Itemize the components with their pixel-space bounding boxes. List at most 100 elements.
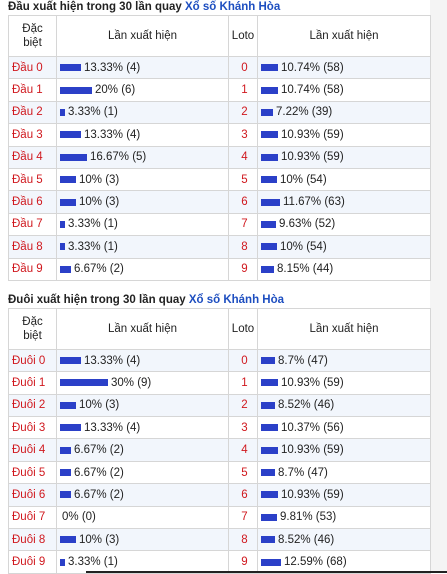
row-label[interactable]: Đầu 0: [8, 55, 57, 80]
loto-bar-group: 8.52% (46): [261, 398, 430, 412]
loto-digit: 4: [228, 438, 258, 462]
table-row: Đầu 0 13.33% (4) 0 10.74% (58): [8, 55, 431, 80]
loto-cell: 10.93% (59): [257, 438, 431, 462]
loto-digit: 2: [228, 100, 258, 125]
loto-bar-group: 8.15% (44): [261, 262, 430, 276]
special-bar-group: 13.33% (4): [60, 421, 228, 435]
loto-digit: 7: [228, 505, 258, 530]
loto-bar: [261, 536, 275, 544]
loto-bar: [261, 131, 278, 139]
row-label[interactable]: Đuôi 7: [8, 505, 57, 530]
col-header-dac-biet: Đặc biệt: [8, 307, 57, 350]
row-label[interactable]: Đuôi 0: [8, 348, 57, 373]
special-bar: [60, 379, 108, 387]
loto-value: 10.93% (59): [281, 444, 344, 457]
loto-bar-group: 10.74% (58): [261, 83, 430, 97]
loto-cell: 8.7% (47): [257, 460, 431, 485]
row-label[interactable]: Đuôi 6: [8, 483, 57, 507]
loto-cell: 10.37% (56): [257, 416, 431, 440]
loto-bar: [261, 243, 277, 251]
loto-cell: 10.93% (59): [257, 145, 431, 169]
loto-bar: [261, 108, 273, 116]
special-bar-group: 3.33% (1): [60, 105, 228, 119]
head-stats-table: Đặc biệt Lần xuất hiện Loto Lần xuất hiện…: [8, 15, 431, 281]
col-header-loto: Loto: [228, 307, 258, 350]
table-row: Đầu 4 16.67% (5) 4 10.93% (59): [8, 145, 431, 169]
loto-digit: 2: [228, 393, 258, 418]
loto-cell: 8.52% (46): [257, 393, 431, 418]
special-value: 10% (3): [79, 196, 120, 209]
special-cell: 13.33% (4): [56, 55, 229, 80]
row-label[interactable]: Đầu 2: [8, 100, 57, 125]
loto-digit: 9: [228, 550, 258, 574]
loto-value: 7.22% (39): [276, 106, 333, 119]
loto-bar-group: 8.7% (47): [261, 466, 430, 480]
row-label[interactable]: Đuôi 8: [8, 528, 57, 552]
special-value: 13.33% (4): [84, 354, 141, 367]
row-label[interactable]: Đuôi 4: [8, 438, 57, 462]
loto-value: 10.74% (58): [281, 61, 344, 74]
head-title-link[interactable]: Xổ số Khánh Hòa: [185, 1, 281, 13]
loto-bar-group: 9.81% (53): [261, 510, 430, 524]
tail-table-body: Đuôi 0 13.33% (4) 0 8.7% (47) Đuôi 1 30% (9) 1…: [8, 348, 431, 574]
special-bar: [60, 198, 76, 206]
table-row: Đầu 9 6.67% (2) 9 8.15% (44): [8, 257, 431, 281]
special-cell: 16.67% (5): [56, 145, 229, 169]
row-label[interactable]: Đầu 4: [8, 145, 57, 169]
row-label[interactable]: Đầu 3: [8, 123, 57, 147]
special-cell: 3.33% (1): [56, 100, 229, 125]
special-cell: 6.67% (2): [56, 257, 229, 281]
loto-bar: [261, 64, 278, 72]
special-bar-group: 16.67% (5): [60, 150, 228, 164]
col-header-dac-biet: Đặc biệt: [8, 15, 57, 57]
loto-value: 10% (54): [280, 173, 327, 186]
loto-bar-group: 10.93% (59): [261, 443, 430, 457]
special-cell: 10% (3): [56, 393, 229, 418]
special-bar-group: 3.33% (1): [60, 217, 228, 231]
loto-cell: 8.7% (47): [257, 348, 431, 373]
special-value: 3.33% (1): [68, 106, 118, 119]
special-bar-group: 13.33% (4): [60, 354, 228, 368]
row-label[interactable]: Đầu 6: [8, 190, 57, 214]
special-bar-group: 30% (9): [60, 376, 228, 390]
loto-bar-group: 10.93% (59): [261, 150, 430, 164]
row-label[interactable]: Đầu 7: [8, 212, 57, 237]
col-header-lan-xuat-hien: Lần xuất hiện: [56, 307, 229, 350]
row-label[interactable]: Đầu 5: [8, 167, 57, 192]
loto-bar-group: 11.67% (63): [261, 195, 430, 209]
row-label[interactable]: Đuôi 5: [8, 460, 57, 485]
row-label[interactable]: Đuôi 1: [8, 371, 57, 395]
special-bar: [60, 469, 71, 477]
loto-digit: 3: [228, 123, 258, 147]
head-section-title: Đầu xuất hiện trong 30 lần quay Xổ số Kh…: [8, 0, 430, 15]
loto-bar: [261, 176, 277, 184]
loto-digit: 6: [228, 483, 258, 507]
loto-cell: 10.93% (59): [257, 483, 431, 507]
row-label[interactable]: Đầu 1: [8, 78, 57, 102]
special-bar: [60, 243, 65, 251]
row-label[interactable]: Đầu 8: [8, 235, 57, 259]
row-label[interactable]: Đuôi 9: [8, 550, 57, 574]
special-bar: [60, 108, 65, 116]
special-value: 10% (3): [79, 173, 120, 186]
special-bar: [60, 401, 76, 409]
special-value: 6.67% (2): [74, 466, 124, 479]
special-bar: [60, 131, 81, 139]
tail-title-link[interactable]: Xổ số Khánh Hòa: [188, 293, 285, 306]
loto-cell: 10.93% (59): [257, 371, 431, 395]
loto-cell: 8.52% (46): [257, 528, 431, 552]
special-bar: [60, 220, 65, 228]
row-label[interactable]: Đuôi 3: [8, 416, 57, 440]
special-bar-group: 13.33% (4): [60, 128, 228, 142]
loto-cell: 10% (54): [257, 235, 431, 259]
loto-bar: [261, 401, 275, 409]
stats-container: Đầu xuất hiện trong 30 lần quay Xổ số Kh…: [8, 0, 431, 574]
loto-bar: [261, 558, 281, 566]
loto-cell: 8.15% (44): [257, 257, 431, 281]
loto-bar-group: 10.93% (59): [261, 376, 430, 390]
row-label[interactable]: Đầu 9: [8, 257, 57, 281]
row-label[interactable]: Đuôi 2: [8, 393, 57, 418]
special-cell: 6.67% (2): [56, 438, 229, 462]
table-header-row: Đặc biệt Lần xuất hiện Loto Lần xuất hiện: [8, 15, 431, 57]
loto-digit: 1: [228, 78, 258, 102]
